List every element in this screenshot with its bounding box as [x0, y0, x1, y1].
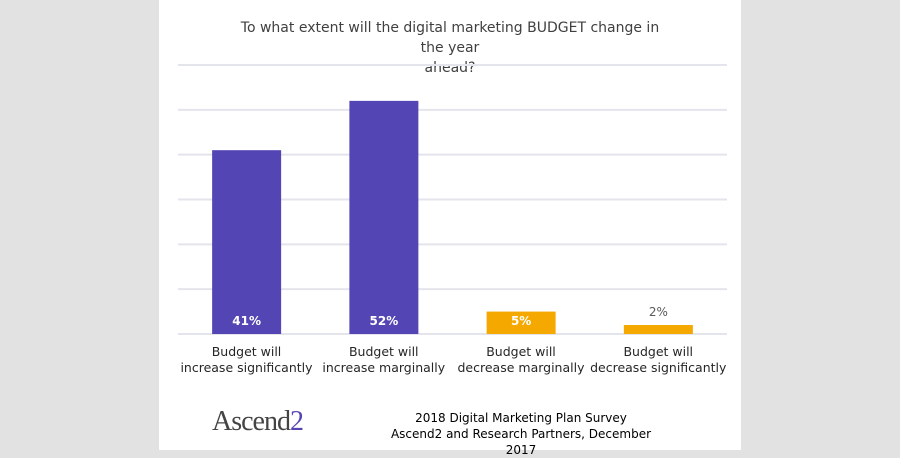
- data-label-4: 2%: [649, 305, 668, 319]
- category-label-line: Budget will: [211, 344, 282, 359]
- source-line-2: Ascend2 and Research Partners, December …: [390, 427, 652, 457]
- category-label-1: Budget will increase significantly: [178, 344, 315, 376]
- bars: [212, 100, 693, 334]
- logo-text: Ascend: [212, 406, 291, 437]
- category-label-line: increase marginally: [322, 360, 446, 375]
- category-label-line: Budget will: [348, 344, 419, 359]
- chart-title: To what extent will the digital marketin…: [159, 18, 741, 78]
- chart-title-line-1: To what extent will the digital marketin…: [240, 20, 660, 56]
- bar-2: [349, 100, 419, 334]
- category-label-3: Budget will decrease marginally: [453, 344, 590, 376]
- category-label-line: Budget will: [623, 344, 694, 359]
- source-note: 2018 Digital Marketing Plan Survey Ascen…: [381, 410, 661, 458]
- data-label-1: 41%: [232, 314, 261, 328]
- chart-panel: To what extent will the digital marketin…: [159, 0, 741, 457]
- bar-1: [212, 150, 282, 334]
- category-label-4: Budget will decrease significantly: [590, 344, 727, 376]
- category-label-line: decrease marginally: [457, 360, 585, 375]
- ascend2-logo: Ascend2: [212, 406, 304, 438]
- category-label-2: Budget will increase marginally: [315, 344, 452, 376]
- bar-chart: 41% 52% 5% 2%: [178, 64, 727, 335]
- category-label-line: increase significantly: [180, 360, 313, 375]
- data-label-2: 52%: [370, 314, 399, 328]
- logo-accent: 2: [289, 406, 304, 437]
- category-label-line: decrease significantly: [590, 360, 727, 375]
- bar-4: [623, 325, 693, 334]
- data-label-3: 5%: [511, 314, 531, 328]
- bar-3: [486, 311, 556, 334]
- data-labels: 41% 52% 5% 2%: [232, 305, 668, 328]
- category-label-line: Budget will: [486, 344, 556, 359]
- source-line-1: 2018 Digital Marketing Plan Survey: [415, 411, 627, 425]
